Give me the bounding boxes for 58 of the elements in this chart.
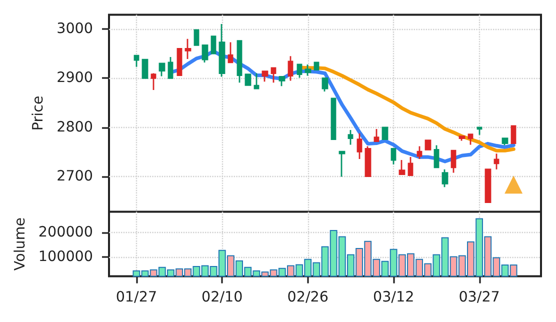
y-tick-label: 2900 bbox=[56, 70, 93, 86]
y-tick-label: 2800 bbox=[56, 119, 93, 136]
x-tick-label: 03/12 bbox=[372, 289, 414, 306]
candlestick bbox=[304, 64, 312, 76]
candlestick bbox=[434, 144, 440, 169]
candlestick bbox=[168, 56, 174, 80]
candlestick bbox=[416, 146, 422, 160]
candlestick bbox=[142, 58, 148, 80]
candlestick bbox=[424, 139, 432, 151]
candlestick bbox=[236, 40, 242, 84]
candlestick bbox=[510, 124, 516, 144]
candlestick bbox=[374, 128, 380, 142]
candlestick bbox=[210, 35, 216, 55]
candlestick bbox=[348, 129, 354, 146]
x-tick-label: 02/10 bbox=[202, 289, 243, 306]
candlestick bbox=[450, 149, 456, 174]
candlestick bbox=[322, 77, 328, 92]
candlestick bbox=[476, 126, 482, 136]
candlestick bbox=[314, 61, 320, 72]
candlestick bbox=[494, 152, 500, 170]
candlestick bbox=[244, 73, 252, 86]
candlestick bbox=[468, 133, 474, 146]
candlestick bbox=[296, 63, 302, 78]
candlestick bbox=[278, 76, 286, 87]
x-tick-label: 01/27 bbox=[116, 289, 158, 306]
candlestick bbox=[390, 147, 396, 166]
candlestick bbox=[270, 66, 276, 84]
candlestick bbox=[194, 28, 200, 46]
candlestick bbox=[150, 72, 156, 91]
candlestick bbox=[382, 126, 388, 140]
candlestick bbox=[458, 135, 466, 142]
candlestick bbox=[262, 70, 268, 82]
candlestick bbox=[218, 23, 226, 78]
y-axis-title: Price bbox=[30, 96, 47, 131]
x-tick-label: 03/27 bbox=[458, 289, 500, 306]
candlestick bbox=[408, 156, 414, 176]
candlestick bbox=[484, 168, 492, 204]
candlestick bbox=[338, 150, 346, 178]
candlestick bbox=[254, 72, 260, 90]
candlestick bbox=[288, 55, 294, 82]
candlestick bbox=[356, 132, 362, 160]
candlestick bbox=[398, 159, 406, 176]
y-axis-title: Volume bbox=[12, 217, 29, 271]
candlestick bbox=[330, 97, 336, 140]
candlestick bbox=[202, 44, 208, 64]
candlestick bbox=[158, 62, 166, 77]
candlestick bbox=[364, 146, 372, 178]
candlestick bbox=[184, 38, 192, 60]
candlestick bbox=[442, 168, 448, 188]
y-tick-label: 200000 bbox=[38, 224, 93, 241]
candlestick bbox=[502, 137, 508, 146]
y-tick-label: 100000 bbox=[38, 248, 93, 265]
candlestick bbox=[176, 47, 182, 76]
candlestick bbox=[228, 42, 234, 64]
y-tick-label: 2700 bbox=[56, 168, 93, 185]
candlestick bbox=[134, 54, 140, 68]
y-tick-label: 3000 bbox=[56, 20, 93, 37]
x-tick-label: 02/26 bbox=[287, 289, 328, 306]
